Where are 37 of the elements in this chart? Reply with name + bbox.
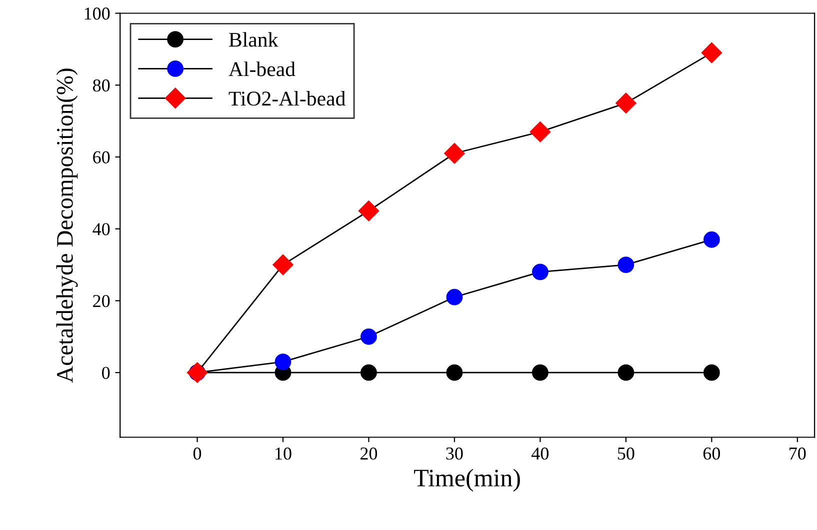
- point: [532, 364, 548, 381]
- x-tick-label: 70: [790, 447, 806, 460]
- point: [446, 364, 463, 381]
- point: [532, 264, 548, 280]
- y-axis-title: Acetaldehyde Decomposition(%): [56, 68, 78, 383]
- legend-label: Al-bead: [228, 62, 296, 76]
- point: [616, 92, 636, 114]
- point: [272, 254, 294, 276]
- point: [530, 121, 551, 142]
- point: [444, 143, 465, 164]
- x-axis-title: Time(min): [414, 468, 520, 492]
- y-tick-label: 40: [92, 223, 110, 236]
- y-tick-label: 100: [84, 8, 110, 20]
- x-tick-label: 10: [276, 447, 292, 460]
- legend-label: Blank: [229, 32, 278, 47]
- point: [358, 200, 380, 222]
- x-tick-label: 0: [193, 447, 202, 460]
- y-tick-label: 0: [102, 366, 110, 380]
- point: [360, 364, 377, 381]
- point: [446, 288, 463, 306]
- point: [274, 354, 292, 370]
- x-tick-label: 30: [446, 447, 463, 460]
- x-tick-label: 40: [532, 447, 549, 460]
- x-tick-label: 50: [618, 447, 634, 460]
- x-tick-label: 20: [360, 447, 378, 460]
- point: [701, 42, 722, 64]
- point: [703, 231, 720, 248]
- legend-label: TiO2-Al-bead: [228, 91, 346, 106]
- point: [618, 364, 634, 381]
- point: [360, 328, 377, 345]
- point: [618, 256, 634, 273]
- x-tick-label: 60: [703, 447, 720, 460]
- point: [186, 362, 208, 383]
- y-tick-label: 80: [93, 79, 110, 92]
- y-tick-label: 20: [93, 294, 110, 308]
- point: [703, 364, 720, 381]
- y-tick-label: 60: [93, 151, 110, 164]
